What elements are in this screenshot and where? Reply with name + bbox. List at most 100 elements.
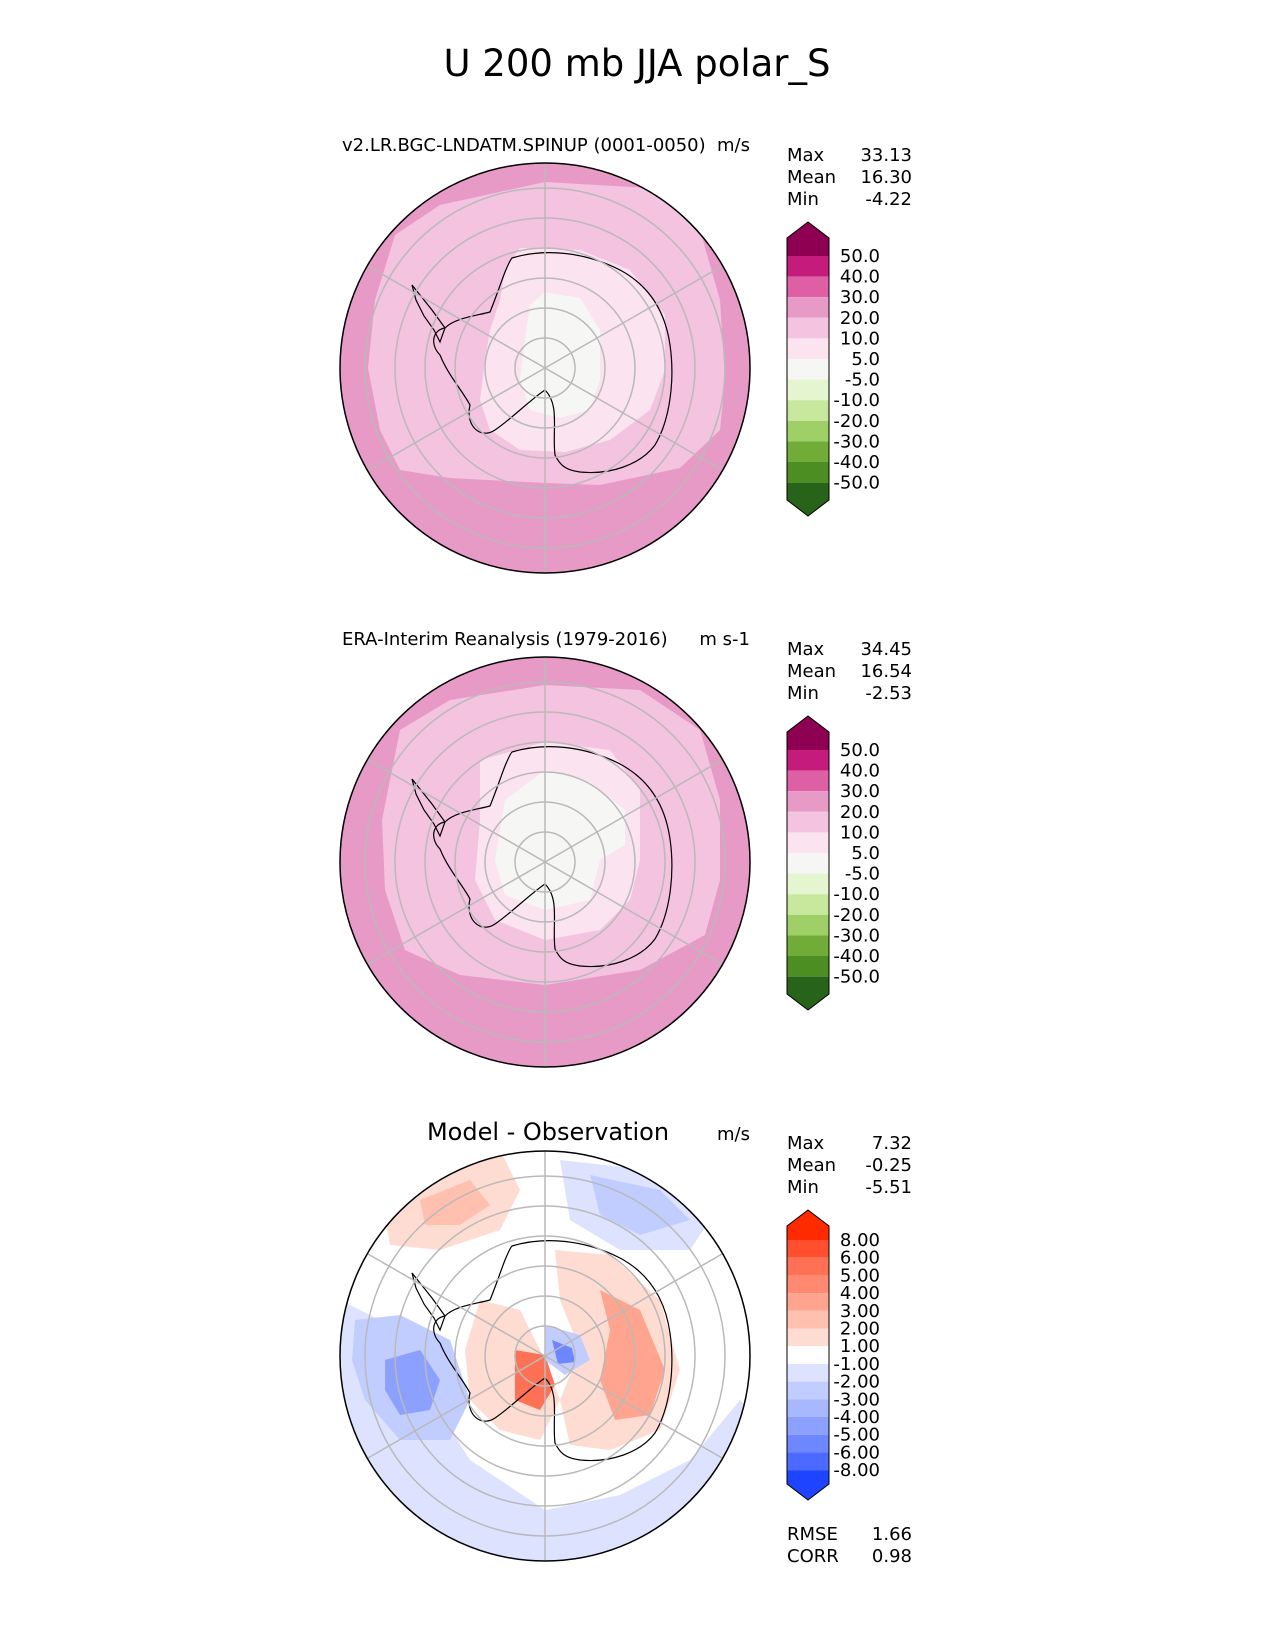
colorbar-tick-label: 5.0	[851, 843, 880, 864]
stat-value-min: -2.53	[865, 683, 912, 704]
colorbar-tick-label: -10.0	[833, 390, 880, 411]
colorbar-tick-label: 20.0	[840, 308, 880, 329]
colorbar: 8.00 6.00 5.00 4.00 3.00 2.00 1.00 -1.00…	[786, 1209, 880, 1501]
panel-title: Model - Observation	[427, 1118, 669, 1146]
colorbar-swatch	[787, 873, 829, 895]
stat-label-mean: Mean	[787, 167, 836, 188]
graticule	[364, 1151, 726, 1561]
colorbar-swatch	[787, 420, 829, 442]
colorbar-tick-label: -40.0	[833, 452, 880, 473]
colorbar-swatch	[787, 750, 829, 771]
colorbar-extend-top	[787, 222, 829, 256]
colorbar: 50.0 40.0 30.0 20.0 10.0 5.0 -5.0 -10.0 …	[786, 715, 880, 1011]
colorbar-swatch	[787, 317, 829, 339]
colorbar: 50.0 40.0 30.0 20.0 10.0 5.0 -5.0 -10.0 …	[786, 221, 880, 517]
colorbar-tick-label: -5.0	[845, 864, 880, 885]
colorbar-swatch	[787, 1381, 829, 1400]
colorbar-tick-label: 50.0	[840, 246, 880, 267]
stat-value-corr: 0.98	[872, 1546, 912, 1567]
colorbar-tick-label: -30.0	[833, 925, 880, 946]
colorbar-tick-label: 10.0	[840, 822, 880, 843]
colorbar-extend-bottom	[787, 976, 829, 1010]
stat-value-max: 34.45	[860, 639, 912, 660]
panel-title: v2.LR.BGC-LNDATM.SPINUP (0001-0050)	[342, 135, 706, 156]
stat-value-mean: 16.30	[860, 167, 912, 188]
colorbar-tick-label: 4.00	[840, 1283, 880, 1304]
colorbar-swatch	[787, 791, 829, 812]
colorbar-tick-label: -3.00	[833, 1389, 880, 1410]
graticule	[364, 657, 726, 1067]
colorbar-tick-label: 2.00	[840, 1319, 880, 1340]
field-outer-blue-ring	[340, 1300, 750, 1561]
antarctic-peninsula	[411, 778, 446, 838]
map-boundary	[339, 1150, 751, 1562]
colorbar-tick-label: 5.00	[840, 1265, 880, 1286]
colorbar-swatch	[787, 1257, 829, 1276]
colorbar-tick-label: 30.0	[840, 287, 880, 308]
colorbar-extend-bottom	[787, 1470, 829, 1500]
colorbar-swatch	[787, 1293, 829, 1311]
colorbar-tick-label: 10.0	[840, 328, 880, 349]
colorbar-swatch	[787, 811, 829, 833]
colorbar-swatch	[787, 441, 829, 462]
colorbar-extend-bottom	[787, 482, 829, 516]
stat-value-mean: -0.25	[865, 1155, 912, 1176]
map-boundary	[339, 656, 751, 1068]
colorbar-swatch	[787, 935, 829, 956]
stat-label-max: Max	[787, 145, 825, 166]
colorbar-tick-label: 8.00	[840, 1230, 880, 1251]
stat-label-min: Min	[787, 1177, 819, 1198]
stats-block: Max 7.32 Mean -0.25 Min -5.51	[787, 1133, 912, 1198]
colorbar-tick-label: -4.00	[833, 1407, 880, 1428]
colorbar-tick-label: -20.0	[833, 411, 880, 432]
colorbar-tick-label: 3.00	[840, 1301, 880, 1322]
colorbar-swatch	[787, 1275, 829, 1294]
polar-map	[339, 1150, 751, 1562]
panel-title: ERA-Interim Reanalysis (1979-2016)	[342, 629, 668, 650]
stat-value-min: -4.22	[865, 189, 912, 210]
colorbar-tick-label: -6.00	[833, 1442, 880, 1463]
stats-block: Max 34.45 Mean 16.54 Min -2.53	[787, 639, 912, 704]
stat-label-mean: Mean	[787, 661, 836, 682]
colorbar-tick-label: 30.0	[840, 781, 880, 802]
colorbar-tick-label: -2.00	[833, 1372, 880, 1393]
colorbar-outline	[786, 221, 830, 517]
colorbar-tick-label: -10.0	[833, 884, 880, 905]
colorbar-swatch	[787, 359, 829, 380]
colorbar-swatch	[787, 1310, 829, 1329]
colorbar-tick-label: -30.0	[833, 431, 880, 452]
stat-label-corr: CORR	[787, 1546, 839, 1567]
map-boundary	[339, 162, 751, 574]
stat-label-mean: Mean	[787, 1155, 836, 1176]
colorbar-outline	[786, 715, 830, 1011]
field-pole-neg-core	[552, 1340, 575, 1364]
colorbar-swatch	[787, 1452, 829, 1471]
colorbar-swatch	[787, 1434, 829, 1453]
colorbar-tick-label: -20.0	[833, 905, 880, 926]
panel-units: m/s	[717, 1124, 750, 1145]
stat-label-min: Min	[787, 683, 819, 704]
colorbar-tick-label: 5.0	[851, 349, 880, 370]
colorbar-swatch	[787, 256, 829, 277]
colorbar-swatch	[787, 400, 829, 421]
stat-value-min: -5.51	[865, 1177, 912, 1198]
stat-label-min: Min	[787, 189, 819, 210]
panel-test: v2.LR.BGC-LNDATM.SPINUP (0001-0050) m/s …	[339, 135, 912, 574]
colorbar-swatch	[787, 1240, 829, 1258]
panel-units: m/s	[717, 135, 750, 156]
colorbar-swatch	[787, 462, 829, 483]
colorbar-tick-label: 6.00	[840, 1248, 880, 1269]
colorbar-swatch	[787, 894, 829, 915]
colorbar-tick-label: -50.0	[833, 967, 880, 988]
colorbar-tick-label: -1.00	[833, 1354, 880, 1375]
colorbar-swatch	[787, 297, 829, 318]
colorbar-swatch	[787, 1346, 829, 1364]
colorbar-extend-top	[787, 716, 829, 750]
stat-value-rmse: 1.66	[872, 1524, 912, 1545]
colorbar-swatch	[787, 379, 829, 401]
field-east-antarctic-pos-core	[600, 1290, 665, 1420]
colorbar-swatch	[787, 276, 829, 298]
colorbar-swatch	[787, 853, 829, 874]
colorbar-extend-top	[787, 1210, 829, 1240]
